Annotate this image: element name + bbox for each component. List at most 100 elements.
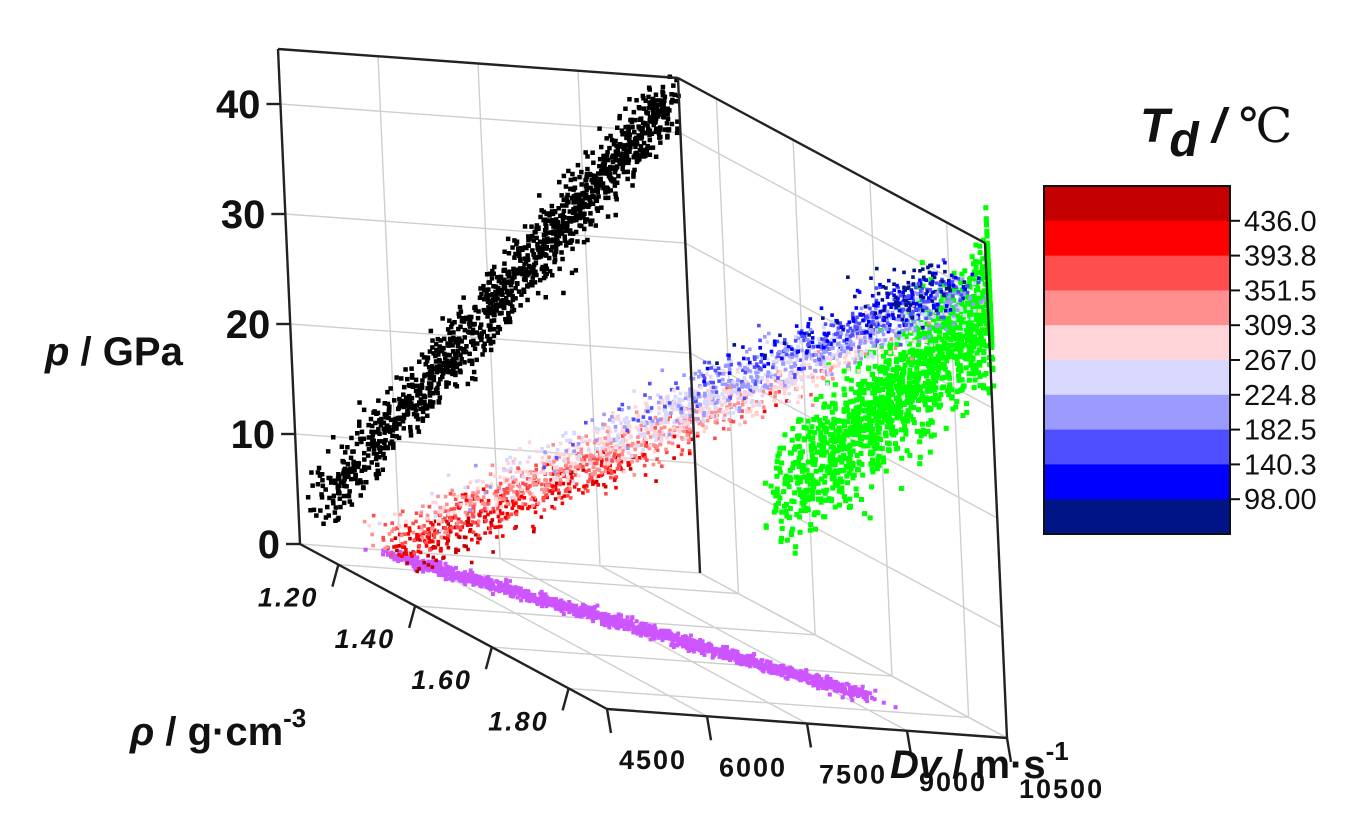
point xyxy=(986,275,992,281)
point xyxy=(604,171,609,176)
point xyxy=(651,627,655,631)
point xyxy=(949,273,954,278)
point xyxy=(880,338,885,342)
point xyxy=(931,303,936,308)
point xyxy=(604,153,609,158)
point xyxy=(612,170,618,175)
point xyxy=(914,390,919,396)
point xyxy=(589,194,594,200)
point xyxy=(512,255,517,260)
point xyxy=(423,362,428,367)
point xyxy=(894,415,900,421)
point xyxy=(874,441,880,447)
point xyxy=(494,274,500,280)
point xyxy=(451,362,456,367)
point xyxy=(598,176,603,182)
point xyxy=(406,401,412,407)
point xyxy=(647,115,653,120)
point xyxy=(331,500,336,506)
point xyxy=(832,420,838,426)
point xyxy=(637,627,642,632)
point xyxy=(357,478,363,483)
point xyxy=(977,337,983,343)
point xyxy=(819,677,824,682)
point xyxy=(465,329,471,334)
point xyxy=(906,375,912,381)
point xyxy=(568,228,573,233)
point xyxy=(777,445,783,451)
point xyxy=(819,683,824,688)
point xyxy=(657,135,662,140)
point xyxy=(909,398,915,404)
point xyxy=(666,127,672,132)
point xyxy=(897,378,903,384)
point xyxy=(651,122,656,128)
point xyxy=(983,371,989,376)
point xyxy=(595,189,600,195)
point xyxy=(485,297,490,302)
point xyxy=(636,133,641,138)
point xyxy=(983,330,989,336)
point xyxy=(544,211,549,217)
point xyxy=(901,314,905,318)
point xyxy=(427,349,433,354)
point xyxy=(835,430,841,436)
point xyxy=(840,695,845,700)
point xyxy=(784,666,789,671)
point xyxy=(672,633,677,638)
point xyxy=(640,130,646,135)
point xyxy=(597,126,602,131)
point xyxy=(640,151,645,156)
point xyxy=(543,295,548,300)
point xyxy=(951,283,956,288)
point xyxy=(462,347,467,352)
point xyxy=(935,316,941,321)
point xyxy=(972,269,977,275)
point xyxy=(349,469,354,474)
point xyxy=(865,690,870,695)
point xyxy=(663,630,667,635)
point xyxy=(904,323,909,327)
point xyxy=(647,128,653,133)
point xyxy=(922,431,927,437)
point xyxy=(633,144,638,150)
point xyxy=(551,238,556,244)
point xyxy=(487,327,493,332)
point xyxy=(967,311,973,317)
point xyxy=(965,290,970,295)
point xyxy=(938,392,944,397)
point xyxy=(478,286,483,291)
point xyxy=(941,361,947,367)
point xyxy=(526,243,531,248)
point xyxy=(794,511,800,517)
point xyxy=(442,351,447,357)
point xyxy=(776,466,782,472)
point xyxy=(469,579,474,584)
point xyxy=(830,485,836,491)
point xyxy=(457,572,461,577)
point xyxy=(949,288,955,294)
point xyxy=(865,381,871,387)
point xyxy=(412,553,416,558)
point xyxy=(431,351,436,356)
point xyxy=(933,360,939,366)
point xyxy=(634,619,639,624)
point xyxy=(897,390,903,396)
point xyxy=(916,298,922,304)
grid-line-x xyxy=(415,139,816,636)
point xyxy=(571,194,577,199)
point xyxy=(631,174,636,179)
point xyxy=(336,515,341,521)
point xyxy=(531,596,536,601)
point xyxy=(415,393,420,398)
point xyxy=(577,202,582,207)
point xyxy=(868,423,873,429)
point xyxy=(478,322,484,327)
point xyxy=(959,293,963,297)
point xyxy=(839,479,845,485)
point xyxy=(578,208,583,213)
point xyxy=(844,407,850,413)
point xyxy=(323,487,328,492)
point xyxy=(447,353,452,358)
point xyxy=(773,502,779,508)
